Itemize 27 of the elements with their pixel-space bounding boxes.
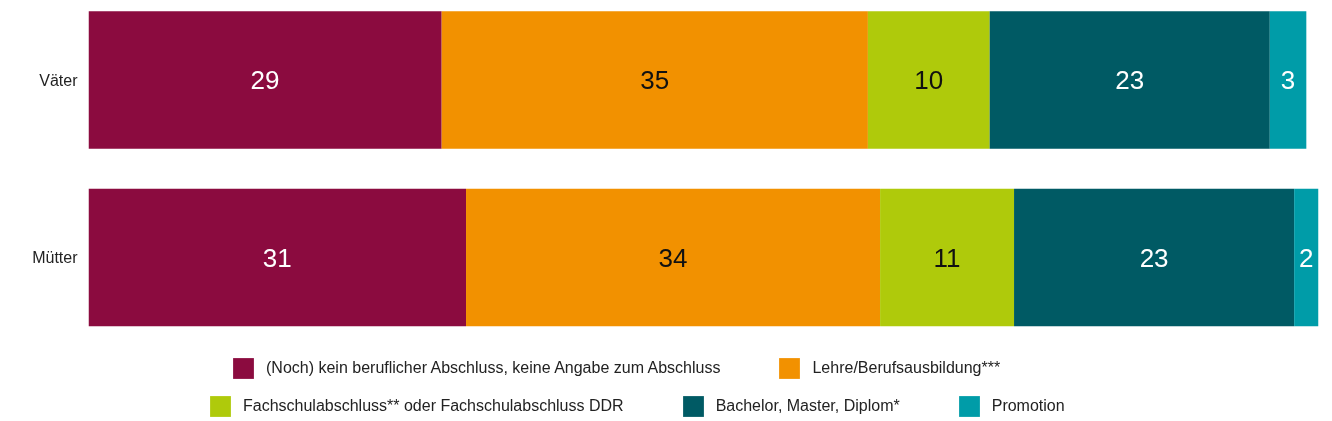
bar [88,188,467,327]
data-label: 34 [658,242,688,273]
bar [867,11,990,149]
legend-label: Lehre/Berufsausbildung*** [812,359,1001,377]
bar [1269,11,1307,149]
y-tick-label: Mütter [32,249,79,266]
legend-label: Fachschulabschluss** oder Fachschulabschluss DDR [243,397,624,415]
bar [441,11,868,149]
data-label: 31 [262,242,292,273]
data-label: 10 [914,65,944,96]
data-label: 23 [1139,242,1169,273]
bar [989,11,1270,149]
y-tick-label: Väter [39,71,79,89]
bar [1294,188,1319,327]
legend-label: (Noch) kein beruflicher Abschluss, keine Angabe zum Abschluss [266,359,721,377]
legend-label: Bachelor, Master, Diplom* [715,397,900,415]
bar [466,188,881,327]
data-label: 29 [250,65,280,96]
data-label: 35 [640,65,670,96]
data-label: 2 [1299,242,1314,273]
bar [1014,188,1295,327]
bar [88,11,442,149]
data-label: 3 [1280,65,1296,96]
bar [880,188,1015,327]
data-label: 11 [933,242,961,273]
legend-label: Promotion [991,397,1065,415]
data-label: 23 [1115,65,1145,96]
